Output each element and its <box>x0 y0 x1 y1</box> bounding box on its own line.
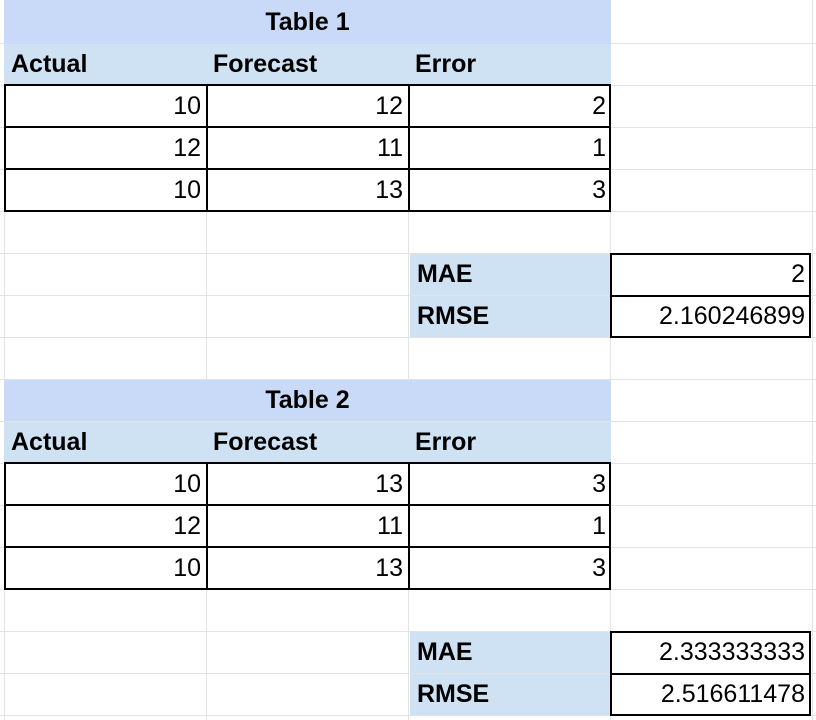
table1-row3-forecast[interactable]: 13 <box>206 169 408 211</box>
table1-border <box>206 84 208 212</box>
gridline <box>610 0 611 720</box>
table1-row2-error[interactable]: 1 <box>408 127 611 169</box>
table1-rmse-label[interactable]: RMSE <box>410 296 610 337</box>
table2-metric-border <box>610 673 811 675</box>
table1-rmse-value[interactable]: 2.160246899 <box>612 296 810 337</box>
table2-metric-border <box>610 631 811 633</box>
table2-row1-forecast[interactable]: 13 <box>206 463 408 505</box>
gridline <box>0 631 816 632</box>
gridline <box>812 0 813 720</box>
gridline <box>0 673 816 674</box>
table2-row3-forecast[interactable]: 13 <box>206 547 408 589</box>
table1-header-error[interactable]: Error <box>408 44 611 85</box>
gridline <box>0 715 816 716</box>
table2-metric-border <box>610 714 811 716</box>
table2-row1-error[interactable]: 3 <box>408 463 611 505</box>
gridline <box>408 0 409 720</box>
table2-row3-actual[interactable]: 10 <box>4 547 206 589</box>
gridline <box>0 421 816 422</box>
table2-border <box>4 462 6 590</box>
table1-metric-border <box>610 295 811 297</box>
table1-metric-border <box>610 336 811 338</box>
gridline <box>4 0 5 720</box>
table1-mae-label[interactable]: MAE <box>410 254 610 295</box>
gridline <box>0 379 816 380</box>
table2-border <box>4 588 611 590</box>
table2-border <box>4 462 611 464</box>
table2-rmse-value[interactable]: 2.516611478 <box>612 674 810 715</box>
table1-border <box>609 84 611 212</box>
table2-header-error[interactable]: Error <box>408 422 611 463</box>
table2-border <box>408 462 410 590</box>
gridline <box>0 253 816 254</box>
table2-header-actual[interactable]: Actual <box>4 422 206 463</box>
table1-mae-value[interactable]: 2 <box>612 254 810 295</box>
table2-border <box>4 504 611 506</box>
table2-row1-actual[interactable]: 10 <box>4 463 206 505</box>
table2-header-forecast[interactable]: Forecast <box>206 422 408 463</box>
table2-row3-error[interactable]: 3 <box>408 547 611 589</box>
gridline <box>206 0 207 720</box>
table1-metric-border <box>610 253 612 338</box>
table1-row2-actual[interactable]: 12 <box>4 127 206 169</box>
table2-metric-border <box>610 631 612 716</box>
table2-border <box>4 546 611 548</box>
gridline <box>0 295 816 296</box>
gridline <box>0 337 816 338</box>
table1-metric-border <box>610 253 811 255</box>
table2-mae-label[interactable]: MAE <box>410 632 610 673</box>
table1-row2-forecast[interactable]: 11 <box>206 127 408 169</box>
table1-title[interactable]: Table 1 <box>4 0 611 44</box>
table1-row3-actual[interactable]: 10 <box>4 169 206 211</box>
table2-border <box>206 462 208 590</box>
table1-header-forecast[interactable]: Forecast <box>206 44 408 85</box>
table2-row2-forecast[interactable]: 11 <box>206 505 408 547</box>
table1-border <box>4 126 611 128</box>
table1-row3-error[interactable]: 3 <box>408 169 611 211</box>
table1-row1-error[interactable]: 2 <box>408 85 611 127</box>
table1-border <box>4 84 611 86</box>
table2-metric-border <box>809 631 811 716</box>
table1-border <box>4 168 611 170</box>
table2-row2-error[interactable]: 1 <box>408 505 611 547</box>
table2-row2-actual[interactable]: 12 <box>4 505 206 547</box>
table1-header-actual[interactable]: Actual <box>4 44 206 85</box>
table1-row1-forecast[interactable]: 12 <box>206 85 408 127</box>
table1-row1-actual[interactable]: 10 <box>4 85 206 127</box>
table1-border <box>4 84 6 212</box>
table2-rmse-label[interactable]: RMSE <box>410 674 610 715</box>
table2-mae-value[interactable]: 2.333333333 <box>612 632 810 673</box>
table1-metric-border <box>809 253 811 338</box>
table1-border <box>4 210 611 212</box>
table1-border <box>408 84 410 212</box>
table2-title[interactable]: Table 2 <box>4 380 611 421</box>
table2-border <box>609 462 611 590</box>
